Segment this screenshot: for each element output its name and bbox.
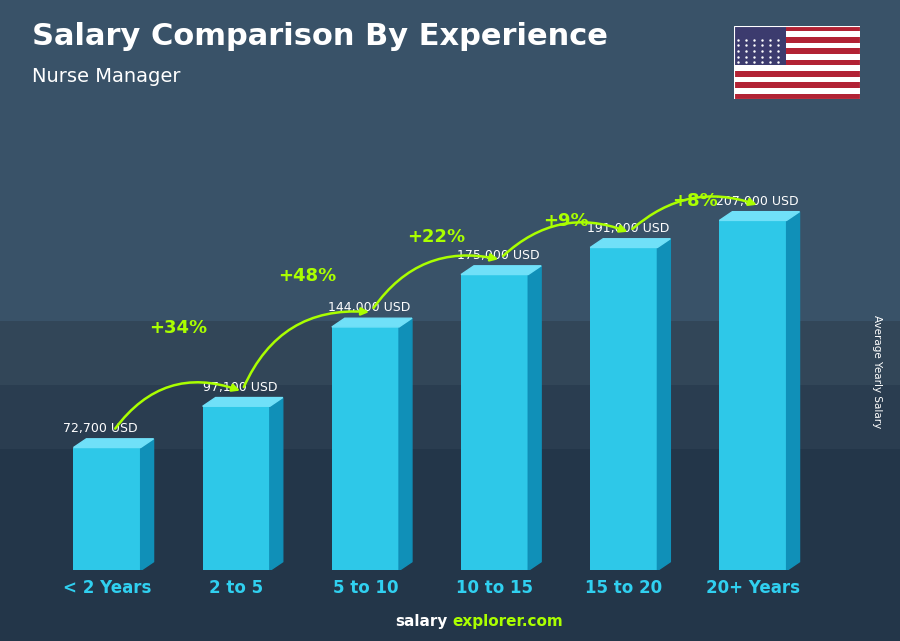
Text: +34%: +34% [149, 319, 207, 337]
Bar [734, 71, 860, 77]
Text: +8%: +8% [672, 192, 718, 210]
Text: Average Yearly Salary: Average Yearly Salary [872, 315, 883, 428]
Bar [202, 406, 270, 570]
Bar [734, 26, 860, 31]
Text: Nurse Manager: Nurse Manager [32, 67, 180, 87]
Bar [734, 48, 860, 54]
Text: +22%: +22% [408, 228, 465, 246]
Polygon shape [140, 439, 154, 570]
Bar [734, 37, 860, 43]
Polygon shape [202, 397, 283, 406]
Text: Salary Comparison By Experience: Salary Comparison By Experience [32, 22, 608, 51]
Polygon shape [528, 266, 541, 570]
Bar [0, 449, 900, 641]
Bar [461, 274, 528, 570]
Bar [734, 82, 860, 88]
Text: salary: salary [395, 615, 447, 629]
Text: +9%: +9% [543, 212, 589, 229]
Polygon shape [787, 212, 799, 570]
Bar [734, 26, 786, 65]
Bar [734, 88, 860, 94]
Text: 175,000 USD: 175,000 USD [457, 249, 540, 262]
Text: 97,100 USD: 97,100 USD [202, 381, 277, 394]
Polygon shape [270, 397, 283, 570]
Bar [734, 60, 860, 65]
Bar [590, 247, 657, 570]
Text: 207,000 USD: 207,000 USD [716, 195, 798, 208]
Polygon shape [590, 238, 670, 247]
Bar [734, 54, 860, 60]
Bar [74, 447, 140, 570]
Polygon shape [719, 212, 799, 221]
Polygon shape [74, 439, 154, 447]
Bar [734, 94, 860, 99]
Text: +48%: +48% [278, 267, 337, 285]
Bar [734, 31, 860, 37]
Text: explorer.com: explorer.com [453, 615, 563, 629]
Bar [734, 77, 860, 82]
Bar [734, 43, 860, 48]
Bar [719, 221, 787, 570]
Bar [332, 327, 399, 570]
Text: 144,000 USD: 144,000 USD [328, 301, 410, 314]
Text: 191,000 USD: 191,000 USD [587, 222, 669, 235]
Bar [0, 0, 900, 320]
Text: 72,700 USD: 72,700 USD [63, 422, 138, 435]
Bar [734, 65, 860, 71]
Polygon shape [332, 318, 412, 327]
Polygon shape [657, 238, 670, 570]
Polygon shape [399, 318, 412, 570]
Bar [0, 0, 900, 385]
Polygon shape [461, 266, 541, 274]
